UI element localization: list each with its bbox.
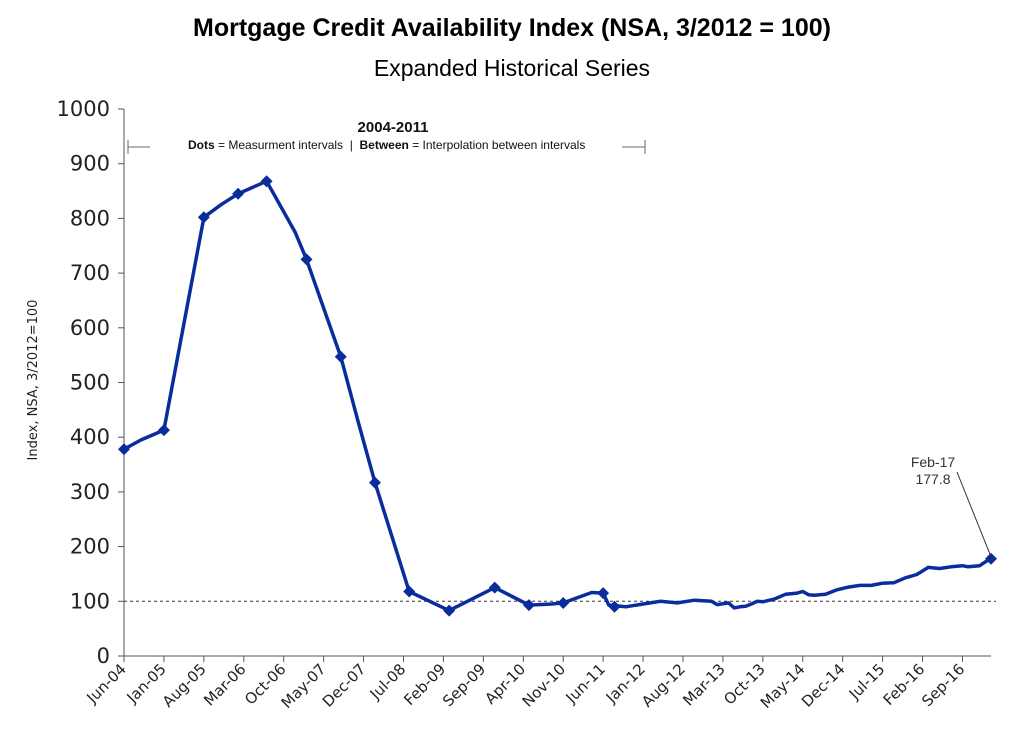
x-tick-label: Aug-12 <box>638 660 689 711</box>
x-tick-label: May-07 <box>278 660 330 712</box>
series-line <box>123 179 992 613</box>
y-tick-label: 1000 <box>57 97 110 121</box>
data-point-marker <box>985 552 997 565</box>
y-tick-label: 400 <box>70 425 110 449</box>
y-tick-label: 100 <box>70 589 110 613</box>
x-tick-label: Mar-06 <box>200 660 249 709</box>
annotation-label: Feb-17 <box>911 454 956 470</box>
x-tick-label: Jun-11 <box>562 660 609 707</box>
data-point-marker <box>597 587 610 600</box>
x-tick-label: May-14 <box>757 660 809 712</box>
y-tick-label: 200 <box>70 535 110 559</box>
data-point-marker <box>488 581 501 594</box>
data-point-marker <box>557 596 570 609</box>
data-point-marker <box>608 600 621 613</box>
x-tick-label: Nov-10 <box>519 660 569 710</box>
annotation-value: 177.8 <box>915 471 950 487</box>
x-tick-label: Dec-14 <box>798 660 849 711</box>
axes <box>123 109 991 657</box>
chart-subtitle: Expanded Historical Series <box>373 55 651 81</box>
data-point-marker <box>334 350 347 363</box>
x-axis-ticks: Jun-04Jan-05Aug-05Mar-06Oct-06May-07Dec-… <box>82 656 968 712</box>
chart-title: Mortgage Credit Availability Index (NSA,… <box>193 14 831 42</box>
data-point-marker <box>522 599 535 612</box>
x-tick-label: Sep-09 <box>439 660 489 710</box>
data-point-marker <box>368 476 381 489</box>
note-between-text: = Interpolation between intervals <box>409 138 585 152</box>
y-tick-label: 700 <box>70 261 110 285</box>
y-tick-label: 0 <box>97 644 110 668</box>
note-text: Dots = Measurment intervals | Between = … <box>188 138 585 152</box>
note-between-bold: Between <box>360 138 409 152</box>
y-tick-label: 800 <box>70 206 110 230</box>
y-tick-label: 600 <box>70 316 110 340</box>
data-point-marker <box>157 424 170 437</box>
y-tick-label: 500 <box>70 371 110 395</box>
x-tick-label: Aug-05 <box>159 660 210 711</box>
data-point-marker <box>403 585 416 598</box>
note-dots-bold: Dots <box>188 138 215 152</box>
data-point-marker <box>197 211 210 224</box>
interval-note: 2004-2011 Dots = Measurment intervals | … <box>127 119 646 154</box>
y-axis-label: Index, NSA, 3/2012=100 <box>26 300 41 461</box>
x-tick-label: Dec-07 <box>319 660 370 711</box>
series-markers <box>118 175 997 617</box>
data-point-marker <box>118 443 130 456</box>
annotation-leader <box>956 471 992 557</box>
data-point-marker <box>232 187 245 200</box>
y-tick-label: 300 <box>70 480 110 504</box>
y-axis-ticks: 0 100 200 300 400 500 600 700 800 900 1000 <box>57 97 124 668</box>
note-title: 2004-2011 <box>358 119 429 136</box>
data-point-marker <box>443 604 456 617</box>
x-tick-label: Mar-13 <box>679 660 728 709</box>
note-dots-text: = Measurment intervals | <box>215 138 360 152</box>
y-tick-label: 900 <box>70 152 110 176</box>
data-point-marker <box>300 253 313 266</box>
x-tick-label: Sep-16 <box>918 660 968 710</box>
data-point-marker <box>260 175 273 188</box>
